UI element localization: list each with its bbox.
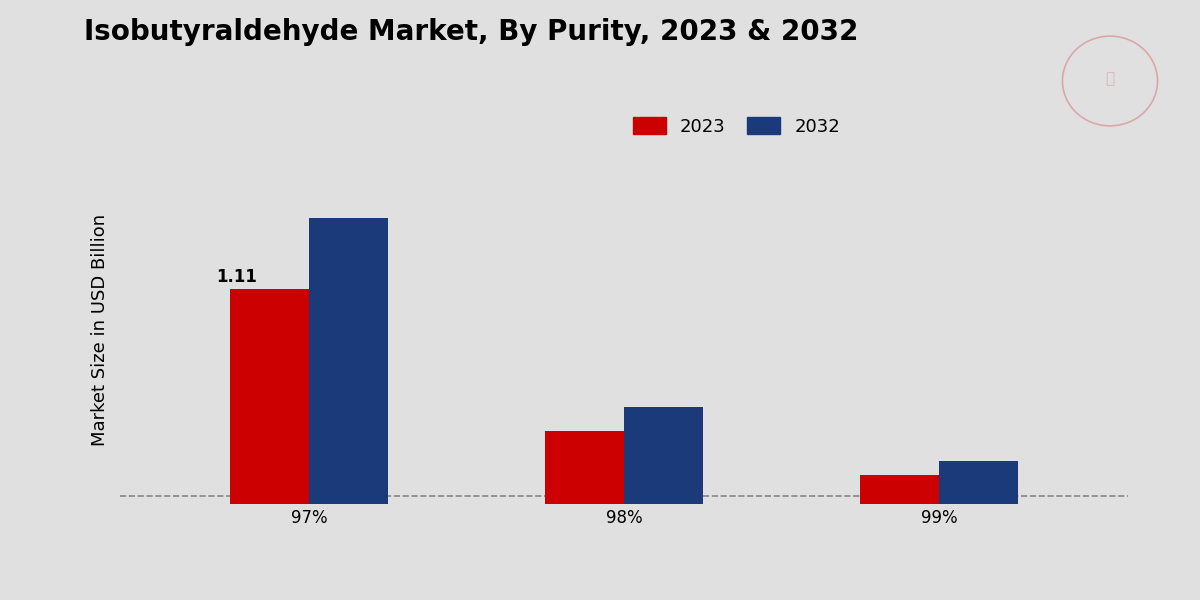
Bar bbox=[545, 431, 624, 504]
Bar bbox=[860, 475, 940, 504]
Legend: 2023, 2032: 2023, 2032 bbox=[634, 117, 840, 136]
Text: 1.11: 1.11 bbox=[216, 269, 257, 286]
Y-axis label: Market Size in USD Billion: Market Size in USD Billion bbox=[91, 214, 109, 446]
Text: 👥: 👥 bbox=[1105, 71, 1115, 86]
Bar bbox=[940, 461, 1018, 504]
Text: Isobutyraldehyde Market, By Purity, 2023 & 2032: Isobutyraldehyde Market, By Purity, 2023… bbox=[84, 18, 858, 46]
Bar bbox=[310, 218, 388, 504]
Bar bbox=[230, 289, 310, 504]
Bar bbox=[624, 407, 703, 504]
